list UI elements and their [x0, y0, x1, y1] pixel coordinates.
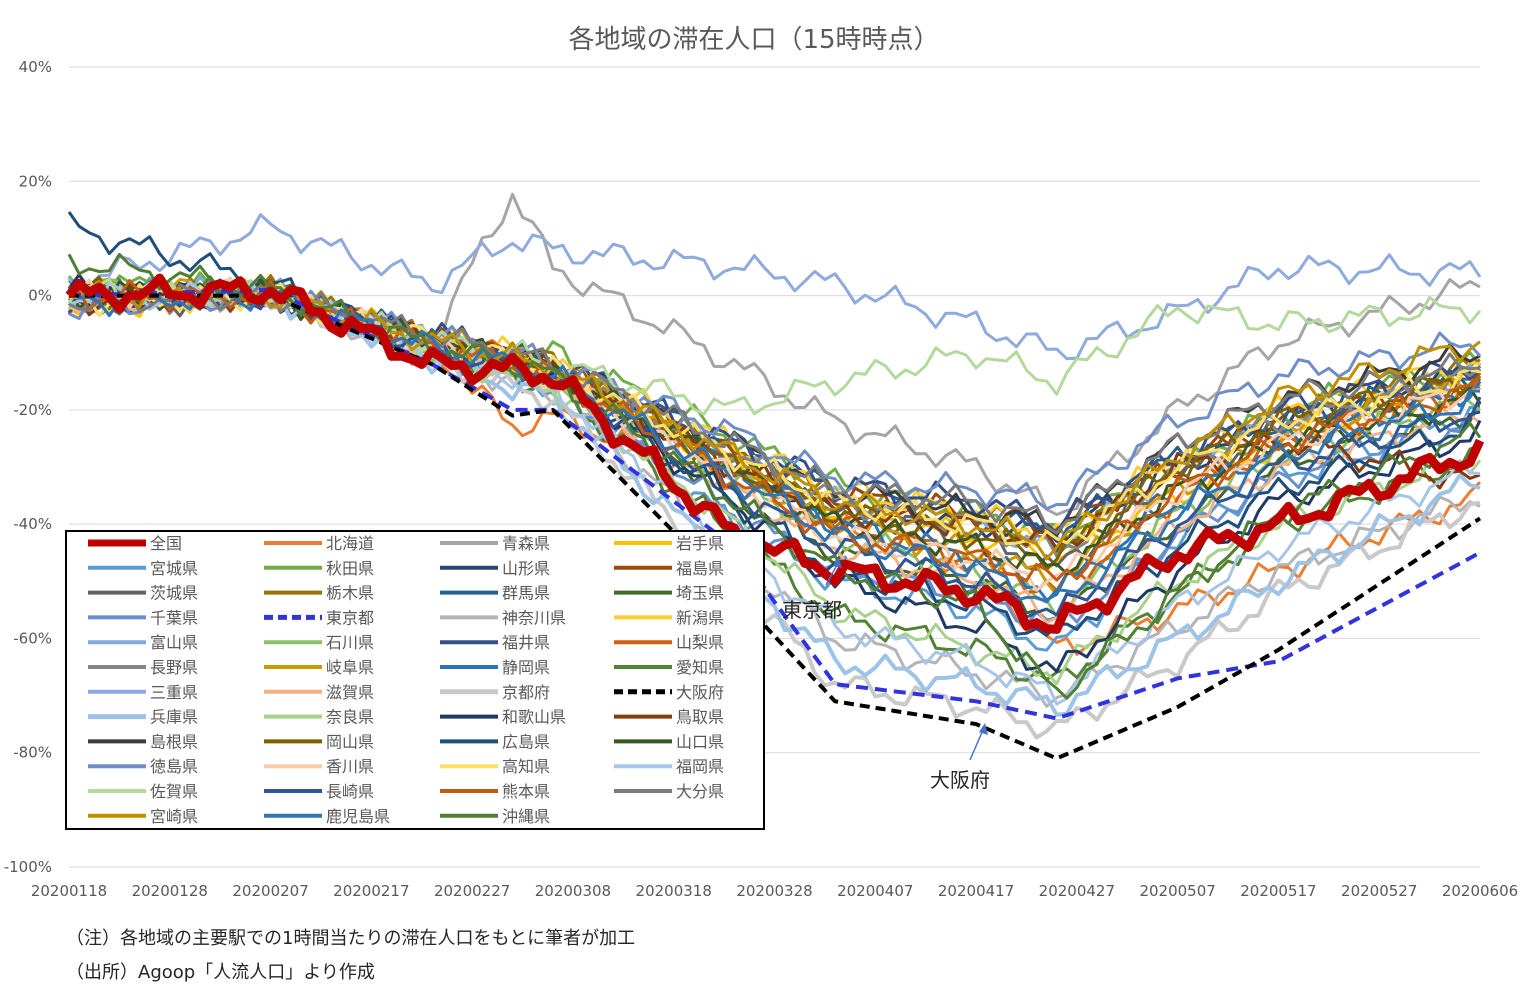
x-tick-label: 20200207	[232, 882, 308, 900]
legend-label: 福井県	[502, 633, 550, 652]
y-tick-label: -60%	[13, 629, 52, 647]
y-tick-label: 40%	[19, 58, 52, 76]
footnote-note: （注）各地域の主要駅での1時間当たりの滞在人口をもとに筆者が加工	[66, 928, 636, 949]
x-tick-label: 20200328	[736, 882, 812, 900]
y-tick-label: -20%	[13, 401, 52, 419]
x-tick-label: 20200407	[837, 882, 913, 900]
annotation-arrowhead	[979, 723, 988, 735]
legend-label: 埼玉県	[676, 584, 724, 603]
legend-label: 徳島県	[150, 757, 198, 776]
legend-label: 岩手県	[676, 534, 724, 553]
annotation-arrow	[969, 729, 984, 761]
y-tick-label: -40%	[13, 515, 52, 533]
y-tick-label: 20%	[19, 172, 52, 190]
legend-label: 山形県	[502, 559, 550, 578]
x-tick-label: 20200527	[1341, 882, 1417, 900]
legend-label: 茨城県	[150, 584, 198, 603]
series-line	[68, 279, 1481, 582]
y-tick-label: -80%	[13, 744, 52, 762]
x-axis-tick-labels: 20200118 20200128 20200207 20200217 20200227…	[31, 882, 1518, 900]
x-tick-label: 20200517	[1240, 882, 1316, 900]
legend-label: 群馬県	[502, 584, 550, 603]
x-tick-label: 20200227	[434, 882, 510, 900]
x-tick-label: 20200318	[636, 882, 712, 900]
legend-label: 和歌山県	[502, 708, 566, 727]
legend-label: 千葉県	[150, 608, 198, 627]
legend-label: 宮崎県	[150, 807, 198, 826]
legend-label: 大分県	[676, 782, 724, 801]
legend-label: 東京都	[326, 608, 374, 627]
legend-label: 福岡県	[676, 757, 724, 776]
y-tick-label: -100%	[4, 858, 52, 876]
legend-label: 山梨県	[676, 633, 724, 652]
x-tick-label: 20200217	[333, 882, 409, 900]
legend-label: 栃木県	[326, 584, 374, 603]
legend-label: 新潟県	[676, 608, 724, 627]
legend-label: 香川県	[326, 757, 374, 776]
x-tick-label: 20200308	[535, 882, 611, 900]
x-tick-label: 20200606	[1442, 882, 1518, 900]
series-line	[67, 213, 1482, 361]
legend-label: 兵庫県	[150, 708, 198, 727]
legend-label: 秋田県	[326, 559, 374, 578]
annotation-osaka: 大阪府	[930, 768, 990, 792]
series-line	[65, 273, 1485, 634]
x-tick-label: 20200507	[1139, 882, 1215, 900]
legend-label: 奈良県	[326, 708, 374, 727]
legend-label: 沖縄県	[502, 807, 550, 826]
legend-label: 福島県	[676, 559, 724, 578]
legend-label: 長崎県	[326, 782, 374, 801]
legend-label: 石川県	[326, 633, 374, 652]
legend-label: 佐賀県	[150, 782, 198, 801]
legend-label: 岐阜県	[326, 658, 374, 677]
legend-label: 神奈川県	[502, 608, 566, 627]
legend-label: 宮城県	[150, 559, 198, 578]
legend-label: 静岡県	[502, 658, 550, 677]
legend-label: 北海道	[326, 534, 374, 553]
legend-label: 三重県	[150, 683, 198, 702]
legend-label: 鹿児島県	[326, 807, 390, 826]
legend-label: 滋賀県	[326, 683, 374, 702]
y-tick-label: 0%	[28, 287, 52, 305]
legend-label: 山口県	[676, 732, 724, 751]
x-tick-label: 20200427	[1039, 882, 1115, 900]
x-tick-label: 20200118	[31, 882, 107, 900]
legend-label: 愛知県	[676, 658, 724, 677]
legend-label: 広島県	[502, 732, 550, 751]
legend-label: 京都府	[502, 683, 550, 702]
footnote-source: （出所）Agoop「人流人口」より作成	[66, 962, 375, 983]
legend-label: 島根県	[150, 732, 198, 751]
chart-title: 各地域の滞在人口（15時時点）	[568, 25, 939, 55]
legend-label: 青森県	[502, 534, 550, 553]
annotation-tokyo: 東京都	[782, 598, 842, 622]
series-line	[67, 252, 1482, 700]
annotation-arrow	[825, 562, 839, 586]
legend-label: 全国	[150, 534, 182, 553]
legend-label: 熊本県	[502, 782, 550, 801]
series-lines	[65, 192, 1485, 761]
legend-label: 富山県	[150, 633, 198, 652]
x-tick-label: 20200417	[938, 882, 1014, 900]
legend-label: 高知県	[502, 757, 550, 776]
y-axis-tick-labels: 40% 20% 0% -20% -40% -60% -80% -100%	[4, 58, 52, 876]
legend-label: 長野県	[150, 658, 198, 677]
x-tick-label: 20200128	[132, 882, 208, 900]
legend-label: 岡山県	[326, 732, 374, 751]
legend-label: 大阪府	[676, 683, 724, 702]
legend-label: 鳥取県	[676, 708, 724, 727]
annotation-arrowhead	[833, 557, 842, 568]
